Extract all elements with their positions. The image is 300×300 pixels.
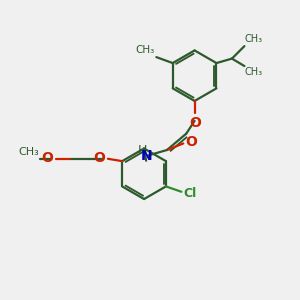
Text: H: H — [137, 143, 147, 157]
Text: O: O — [189, 116, 201, 130]
Text: O: O — [42, 151, 53, 165]
Text: N: N — [141, 149, 153, 163]
Text: CH₃: CH₃ — [245, 34, 263, 44]
Text: Cl: Cl — [183, 187, 196, 200]
Text: CH₃: CH₃ — [245, 67, 263, 77]
Text: CH₃: CH₃ — [18, 147, 39, 157]
Text: O: O — [94, 151, 106, 165]
Text: O: O — [185, 135, 197, 149]
Text: CH₃: CH₃ — [136, 45, 155, 55]
